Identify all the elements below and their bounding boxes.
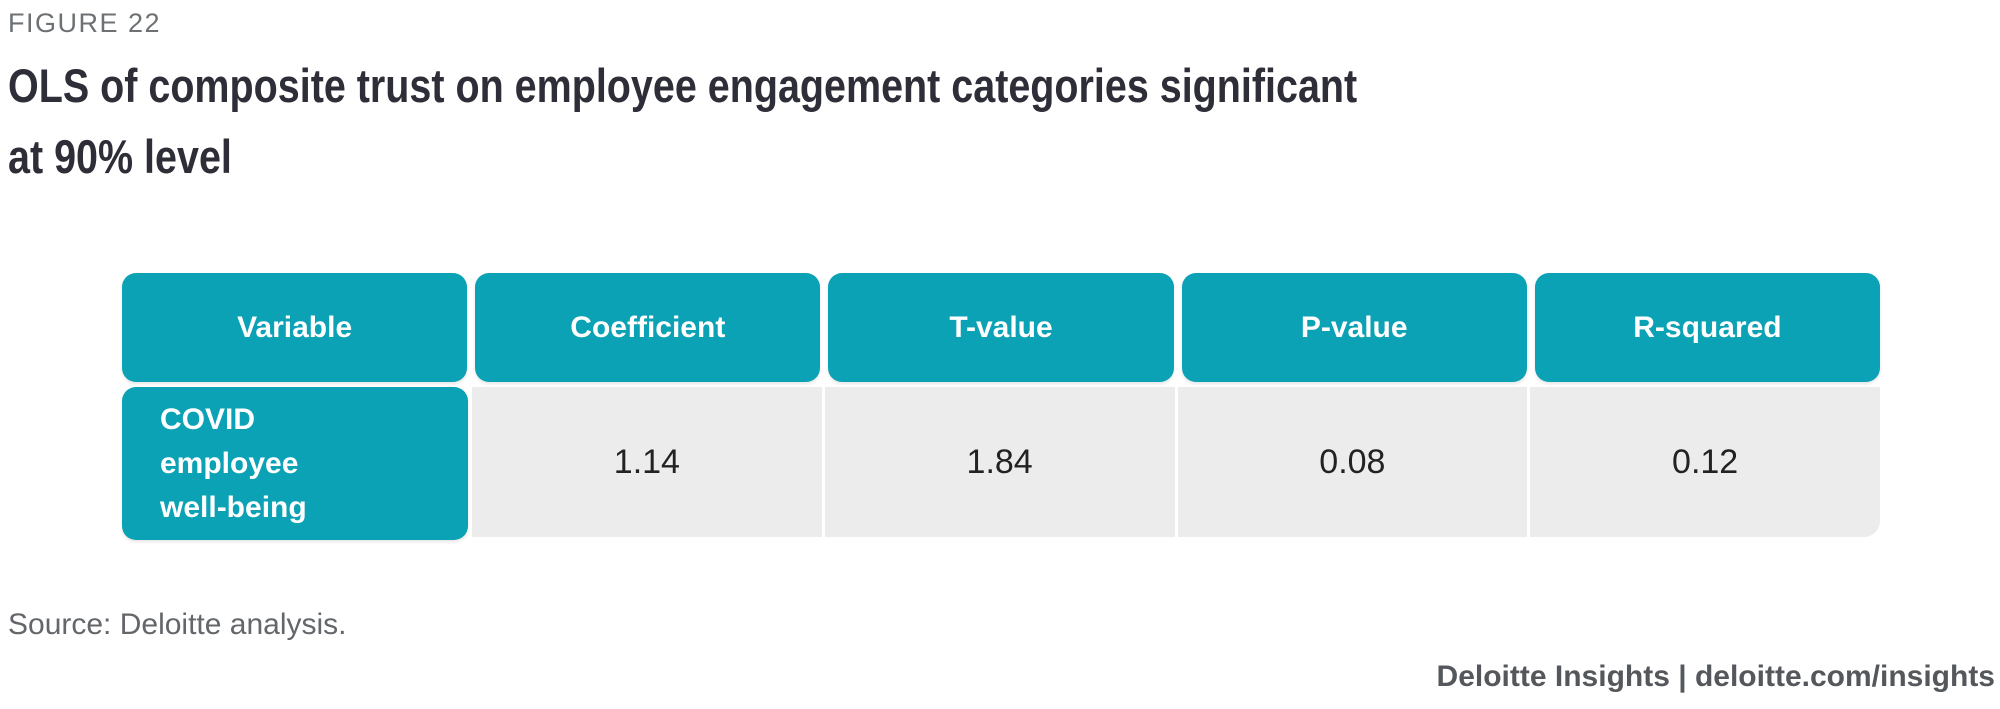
table-header-row: Variable Coefficient T-value P-value R-s… bbox=[122, 273, 1881, 382]
column-header-p-value: P-value bbox=[1181, 273, 1527, 382]
cell-coefficient: 1.14 bbox=[472, 387, 822, 537]
column-header-r-squared: R-squared bbox=[1534, 273, 1881, 382]
column-header-coefficient: Coefficient bbox=[475, 273, 821, 382]
figure-title-line1: OLS of composite trust on employee engag… bbox=[8, 59, 1358, 112]
figure-title-line2: at 90% level bbox=[8, 130, 232, 183]
variable-line-3: well-being bbox=[160, 491, 307, 524]
cell-t-value: 1.84 bbox=[824, 387, 1175, 537]
cell-p-value: 0.08 bbox=[1177, 387, 1528, 537]
variable-line-2: employee bbox=[160, 447, 299, 480]
column-header-variable: Variable bbox=[122, 273, 468, 382]
table-row-values: 1.14 1.84 0.08 0.12 bbox=[472, 387, 1880, 537]
cell-variable-label: COVID employee well-being bbox=[122, 387, 468, 540]
source-note: Source: Deloitte analysis. bbox=[8, 608, 347, 641]
cell-r-squared: 0.12 bbox=[1530, 387, 1880, 537]
variable-line-1: COVID bbox=[160, 403, 256, 436]
figure-title: OLS of composite trust on employee engag… bbox=[8, 50, 1604, 192]
brand-footer: Deloitte Insights | deloitte.com/insight… bbox=[1436, 660, 1995, 693]
figure-label: FIGURE 22 bbox=[8, 8, 162, 38]
table-row: 1.14 1.84 0.08 0.12 COVID employee well-… bbox=[122, 387, 1880, 543]
ols-results-table: Variable Coefficient T-value P-value R-s… bbox=[122, 273, 1881, 543]
column-header-t-value: T-value bbox=[828, 273, 1174, 382]
